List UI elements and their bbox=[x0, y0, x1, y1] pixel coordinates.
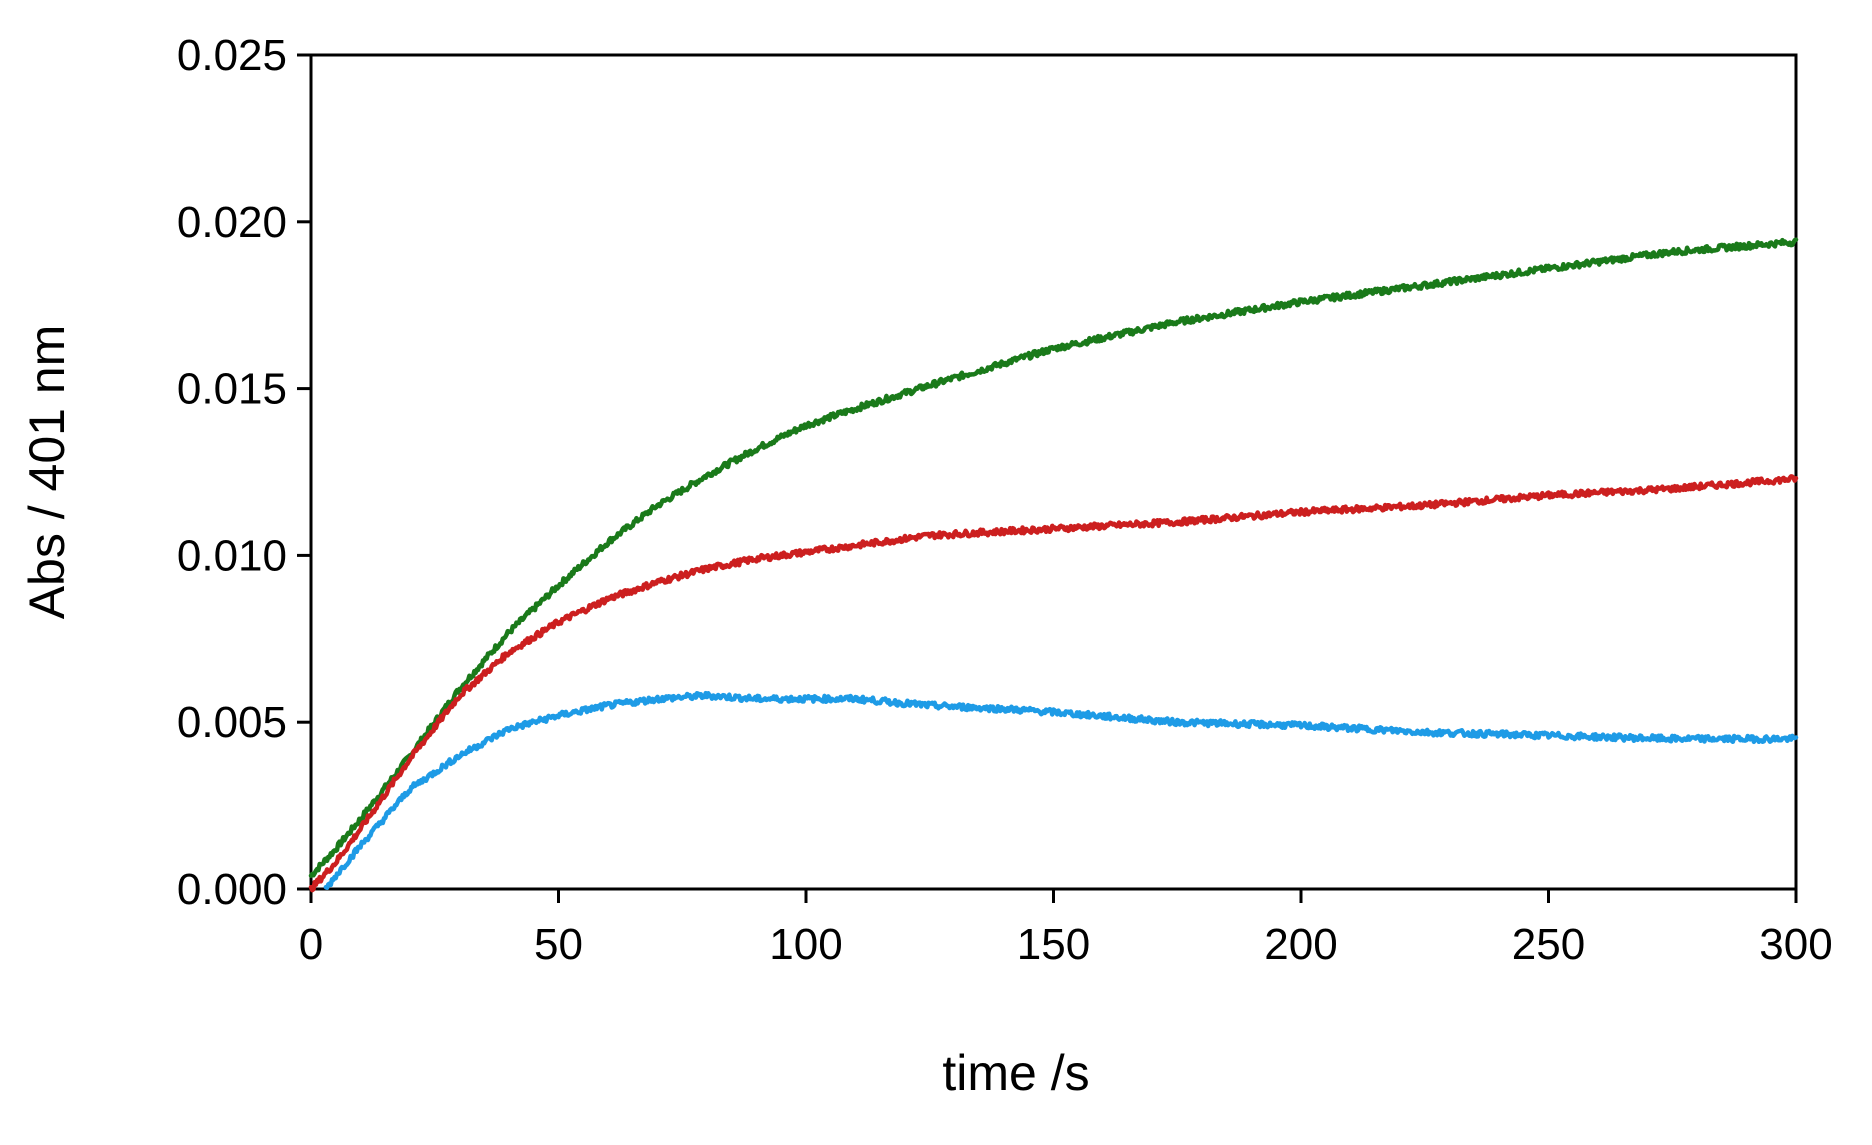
series-line-1 bbox=[308, 237, 1799, 878]
y-axis-ticks: 0.000 0.005 0.010 0.015 0.020 0.025 bbox=[177, 31, 311, 914]
series-line-3 bbox=[323, 690, 1799, 891]
series-layer bbox=[308, 237, 1799, 893]
x-tick-label: 300 bbox=[1759, 920, 1832, 969]
x-tick-label: 150 bbox=[1017, 920, 1090, 969]
series-line-2 bbox=[308, 474, 1799, 893]
x-tick-label: 250 bbox=[1512, 920, 1585, 969]
x-tick-label: 100 bbox=[769, 920, 842, 969]
x-tick-label: 0 bbox=[299, 920, 323, 969]
y-tick-label: 0.025 bbox=[177, 31, 287, 80]
y-tick-label: 0.020 bbox=[177, 198, 287, 247]
x-axis-ticks: 0 50 100 150 200 250 300 bbox=[299, 889, 1833, 969]
plot-area bbox=[309, 53, 1798, 891]
x-tick-label: 200 bbox=[1264, 920, 1337, 969]
y-tick-label: 0.005 bbox=[177, 698, 287, 747]
y-tick-label: 0.015 bbox=[177, 365, 287, 414]
x-tick-label: 50 bbox=[534, 920, 583, 969]
y-tick-label: 0.010 bbox=[177, 531, 287, 580]
x-axis-title: time /s bbox=[942, 1045, 1089, 1101]
y-axis-title: Abs / 401 nm bbox=[19, 325, 75, 620]
y-tick-label: 0.000 bbox=[177, 865, 287, 914]
